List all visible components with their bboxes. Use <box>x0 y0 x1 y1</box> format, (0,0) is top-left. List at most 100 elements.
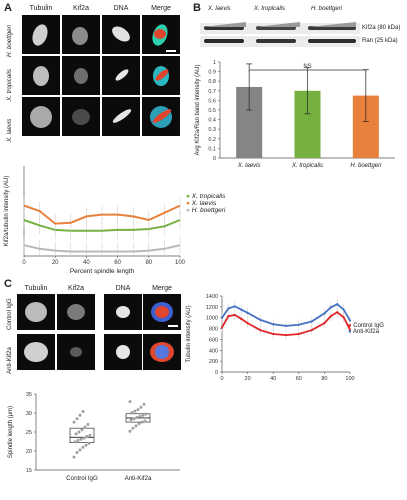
micrograph-tropicalis-kif2a <box>62 56 100 95</box>
series-point <box>310 320 313 323</box>
data-point <box>74 432 78 436</box>
series-point <box>233 305 236 308</box>
series-point <box>227 307 230 310</box>
x-tick-label: 80 <box>321 376 327 382</box>
micrograph-antikif2a-kif2a <box>57 334 95 370</box>
data-point <box>73 440 77 444</box>
box <box>69 427 95 443</box>
data-point <box>137 422 141 426</box>
x-tick-label: 80 <box>145 260 152 266</box>
y-tick-label: 20 <box>26 449 32 455</box>
series-point <box>272 332 275 336</box>
series-point <box>348 328 352 331</box>
panel-a-label: A <box>4 2 12 14</box>
kif2a-tubulin-line-chart: 0 20 40 60 80 100 Percent spindle length Kif2a/… <box>4 166 186 275</box>
x-tick-label: 40 <box>270 376 276 382</box>
micrograph-control-tubulin <box>17 294 55 330</box>
panel-a-header-tubulin: Tubulin <box>29 5 53 12</box>
line-chart-a-legend: ● X. tropicalis ● X. laevis ● H. boettge… <box>186 193 276 214</box>
micrograph-boettgeri-kif2a <box>62 15 100 54</box>
data-point <box>76 438 80 442</box>
series-line <box>23 244 181 253</box>
series-point <box>227 314 230 318</box>
panel-a-header-merge: Merge <box>151 5 171 12</box>
y-tick-label: 200 <box>209 359 218 365</box>
data-point <box>140 420 144 424</box>
micrograph-tropicalis-merge <box>142 56 180 95</box>
series-point <box>342 316 345 319</box>
data-point <box>78 413 82 417</box>
data-point <box>78 448 82 452</box>
y-tick-label: 0.1 <box>208 146 216 152</box>
data-point <box>134 424 138 428</box>
series-point <box>240 308 243 311</box>
series-point <box>336 303 339 306</box>
panel-b-species-tropicalis: X. tropicalis <box>254 6 286 12</box>
series-point <box>240 317 243 320</box>
x-tick-label: 20 <box>245 376 251 382</box>
line-chart-c-legend: ● Control IgG ● Anti-Kif2a <box>348 323 406 335</box>
data-point <box>77 430 81 434</box>
y-axis-label: Tubulin intensity (AU) <box>186 305 192 362</box>
data-point <box>87 441 91 445</box>
panel-b-species-laevis: X. laevis <box>208 6 231 12</box>
data-point <box>75 417 79 421</box>
series-point <box>342 308 345 311</box>
micrograph-boettgeri-dna <box>102 15 140 54</box>
series-point <box>348 319 352 322</box>
micrograph-laevis-kif2a <box>62 97 100 136</box>
data-point <box>138 414 142 418</box>
data-point <box>141 413 145 417</box>
data-point <box>81 445 85 449</box>
y-tick-label: 30 <box>26 411 32 417</box>
micrograph-boettgeri-tubulin <box>22 15 60 54</box>
y-tick-label: 1 <box>213 60 216 66</box>
y-tick-label: 15 <box>26 468 32 474</box>
scale-bar <box>166 50 176 52</box>
blot-label-ran: Ran (25 kDa) <box>362 38 398 44</box>
data-point <box>142 402 146 406</box>
micrograph-boettgeri-merge <box>142 15 180 54</box>
panel-a-row-label-boettgeri: H. boettgeri <box>6 25 13 57</box>
series-point <box>259 318 262 321</box>
series-point <box>272 323 275 326</box>
panel-c-label: C <box>4 278 12 290</box>
data-point <box>82 436 86 440</box>
y-tick-label: 0.4 <box>208 118 216 124</box>
data-point <box>81 409 85 413</box>
legend-item-boettgeri: ● H. boettgeri <box>186 207 226 214</box>
series-point <box>246 311 249 314</box>
category-label: Anti-Kif2a <box>125 475 152 482</box>
y-axis-label: Kif2a/tubulin intensity (AU) <box>4 176 10 247</box>
data-point <box>86 422 90 426</box>
y-tick-label: 0.3 <box>208 127 216 133</box>
series-point <box>310 329 313 332</box>
y-tick-label: 0.2 <box>208 137 216 143</box>
x-tick-label: 100 <box>175 260 186 266</box>
series-point <box>220 316 224 319</box>
y-tick-label: 0.5 <box>208 108 216 114</box>
data-point <box>128 429 132 433</box>
y-tick-label: 1000 <box>206 316 218 322</box>
panel-c-row-label-antikif2a: Anti-Kif2a <box>6 347 13 374</box>
y-tick-label: 400 <box>209 348 218 354</box>
data-point <box>75 451 79 455</box>
data-point <box>129 418 133 422</box>
x-tick-label: 60 <box>296 376 302 382</box>
data-point <box>72 455 76 459</box>
tubulin-intensity-line-chart: 0 200 400 600 800 1000 1200 1400 0 20 40 60 80 100 Tub… <box>186 294 355 382</box>
scale-bar-c <box>168 325 178 327</box>
panel-c-header-tubulin: Tubulin <box>24 285 48 292</box>
data-point <box>143 419 147 423</box>
micrograph-control-merge <box>143 294 181 330</box>
y-tick-label: 800 <box>209 327 218 333</box>
data-point <box>136 408 140 412</box>
y-tick-label: 1200 <box>206 305 218 311</box>
y-tick-label: 0.8 <box>208 79 216 85</box>
data-point <box>88 433 92 437</box>
data-point <box>135 416 139 420</box>
data-point <box>79 437 83 441</box>
x-tick-label: 40 <box>83 260 90 266</box>
y-tick-label: 0 <box>213 156 216 162</box>
micrograph-antikif2a-dna <box>104 334 142 370</box>
